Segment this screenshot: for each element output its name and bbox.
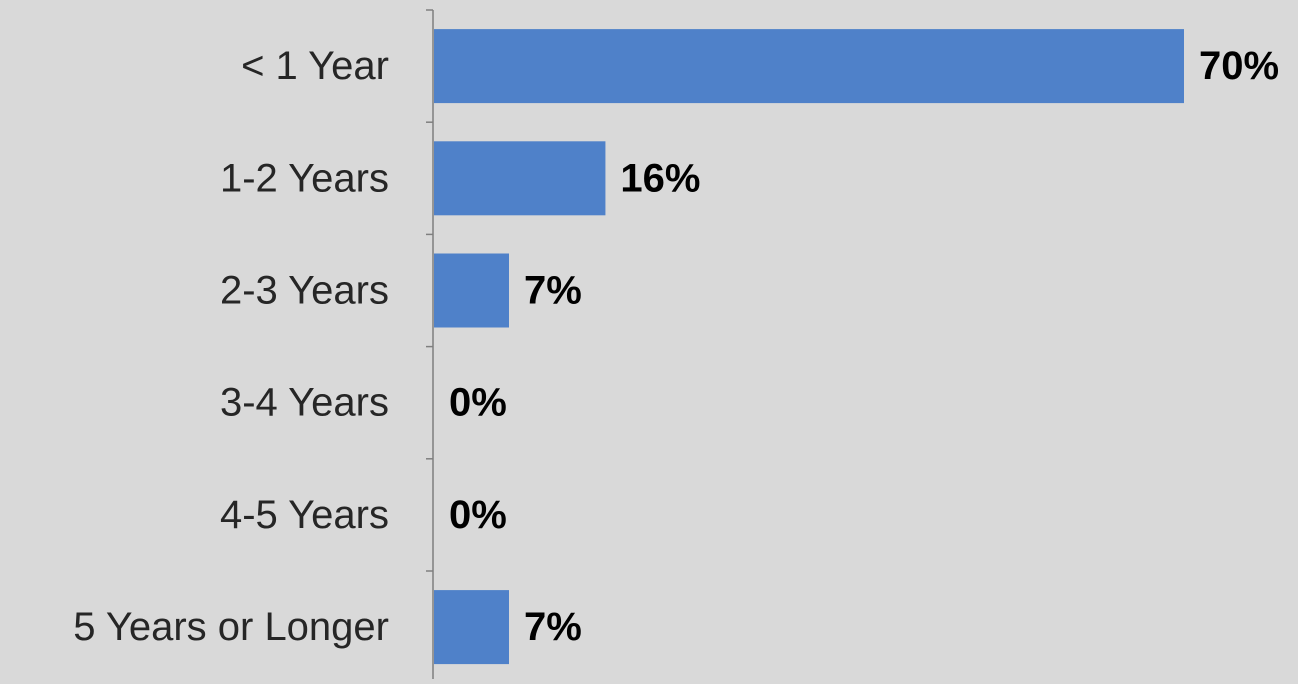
bars — [434, 29, 1184, 665]
category-labels: < 1 Year 1-2 Years 2-3 Years 3-4 Years 4-5 Y… — [73, 44, 389, 649]
value-label: 16% — [620, 156, 700, 200]
bar — [434, 590, 509, 665]
value-label: 7% — [524, 605, 582, 649]
category-label: 3-4 Years — [220, 381, 389, 425]
value-label: 0% — [449, 493, 507, 537]
category-label: < 1 Year — [241, 44, 389, 88]
value-label: 70% — [1199, 44, 1279, 88]
value-label: 7% — [524, 269, 582, 313]
value-label: 0% — [449, 381, 507, 425]
category-label: 4-5 Years — [220, 493, 389, 537]
bar — [434, 29, 1184, 104]
category-label: 5 Years or Longer — [73, 605, 389, 649]
bar — [434, 253, 509, 328]
category-label: 1-2 Years — [220, 156, 389, 200]
bar — [434, 141, 606, 216]
category-label: 2-3 Years — [220, 269, 389, 313]
value-labels: 70% 16% 7% 0% 0% 7% — [449, 44, 1279, 649]
axis — [426, 9, 434, 684]
